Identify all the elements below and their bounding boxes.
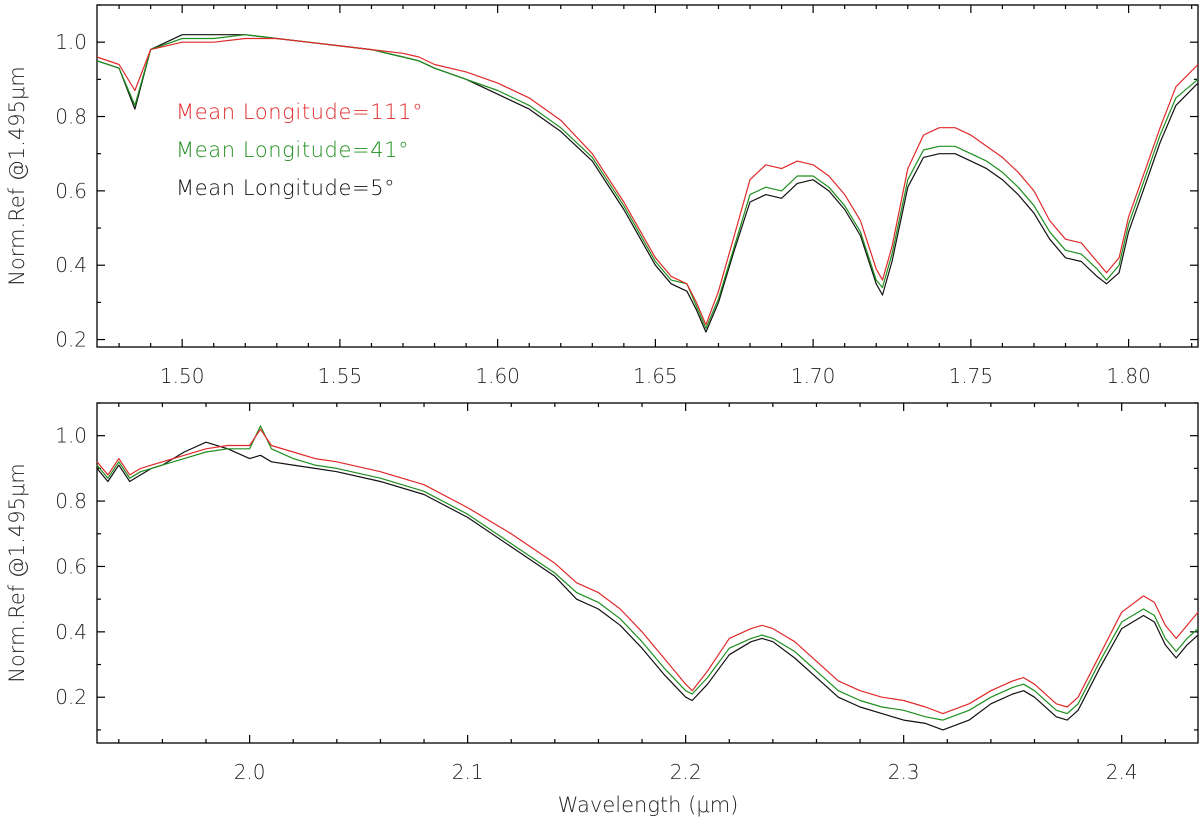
top-series-lines bbox=[96, 34, 1199, 333]
bottom-plot-frame bbox=[96, 402, 1199, 744]
x-tick-label: 1.80 bbox=[1106, 364, 1151, 388]
series-line-red bbox=[96, 428, 1199, 715]
y-tick-label: 0.6 bbox=[55, 554, 87, 578]
x-tick-label: 2.4 bbox=[1106, 760, 1138, 784]
bottom-panel: 2.0 2.1 2.2 2.3 2.4 0.2 0.4 0.6 0.8 1.0 Norm.Ref… bbox=[5, 402, 1199, 817]
legend-entry-red: Mean Longitude=111° bbox=[176, 100, 423, 124]
x-tick-label: 2.0 bbox=[234, 760, 266, 784]
y-tick-label: 0.8 bbox=[55, 489, 87, 513]
top-panel: 1.50 1.55 1.60 1.65 1.70 1.75 1.80 0.20.40.60.… bbox=[5, 4, 1199, 388]
x-axis-title: Wavelength (μm) bbox=[558, 793, 739, 817]
bottom-y-axis-title: Norm.Ref @1.495μm bbox=[5, 463, 29, 683]
x-tick-label: 2.3 bbox=[888, 760, 920, 784]
x-tick-label: 1.65 bbox=[633, 364, 678, 388]
x-tick-label: 1.55 bbox=[318, 364, 363, 388]
bottom-y-ticks: 0.2 0.4 0.6 0.8 1.0 bbox=[55, 402, 1198, 731]
bottom-series-lines bbox=[96, 425, 1199, 731]
y-tick-label: 0.8 bbox=[55, 105, 87, 129]
y-tick-label: 1.0 bbox=[55, 424, 87, 448]
bottom-x-ticks: 2.0 2.1 2.2 2.3 2.4 bbox=[118, 403, 1166, 784]
x-tick-label: 1.50 bbox=[160, 364, 205, 388]
x-tick-label: 1.75 bbox=[949, 364, 994, 388]
series-line-red bbox=[96, 37, 1199, 326]
y-tick-label: 1.0 bbox=[55, 30, 87, 54]
top-x-ticks: 1.50 1.55 1.60 1.65 1.70 1.75 1.80 bbox=[118, 5, 1193, 388]
series-line-green bbox=[96, 425, 1199, 721]
series-line-black bbox=[96, 441, 1199, 731]
legend: Mean Longitude=111° Mean Longitude=41° M… bbox=[176, 100, 423, 200]
legend-entry-green: Mean Longitude=41° bbox=[176, 138, 409, 162]
y-tick-label: 0.4 bbox=[55, 620, 87, 644]
y-tick-label: 0.2 bbox=[55, 328, 87, 352]
top-y-ticks: 0.2 0.4 0.6 0.8 1.0 bbox=[55, 4, 1198, 352]
x-tick-label: 2.1 bbox=[452, 760, 484, 784]
top-y-axis-title: Norm.Ref @1.495μm bbox=[5, 66, 29, 286]
x-tick-label: 1.70 bbox=[791, 364, 836, 388]
y-tick-label: 0.6 bbox=[55, 179, 87, 203]
x-tick-label: 1.60 bbox=[475, 364, 520, 388]
y-tick-label: 0.4 bbox=[55, 253, 87, 277]
top-plot-frame bbox=[96, 4, 1199, 348]
legend-entry-black: Mean Longitude=5° bbox=[176, 176, 395, 200]
x-tick-label: 2.2 bbox=[670, 760, 702, 784]
y-tick-label: 0.2 bbox=[55, 685, 87, 709]
